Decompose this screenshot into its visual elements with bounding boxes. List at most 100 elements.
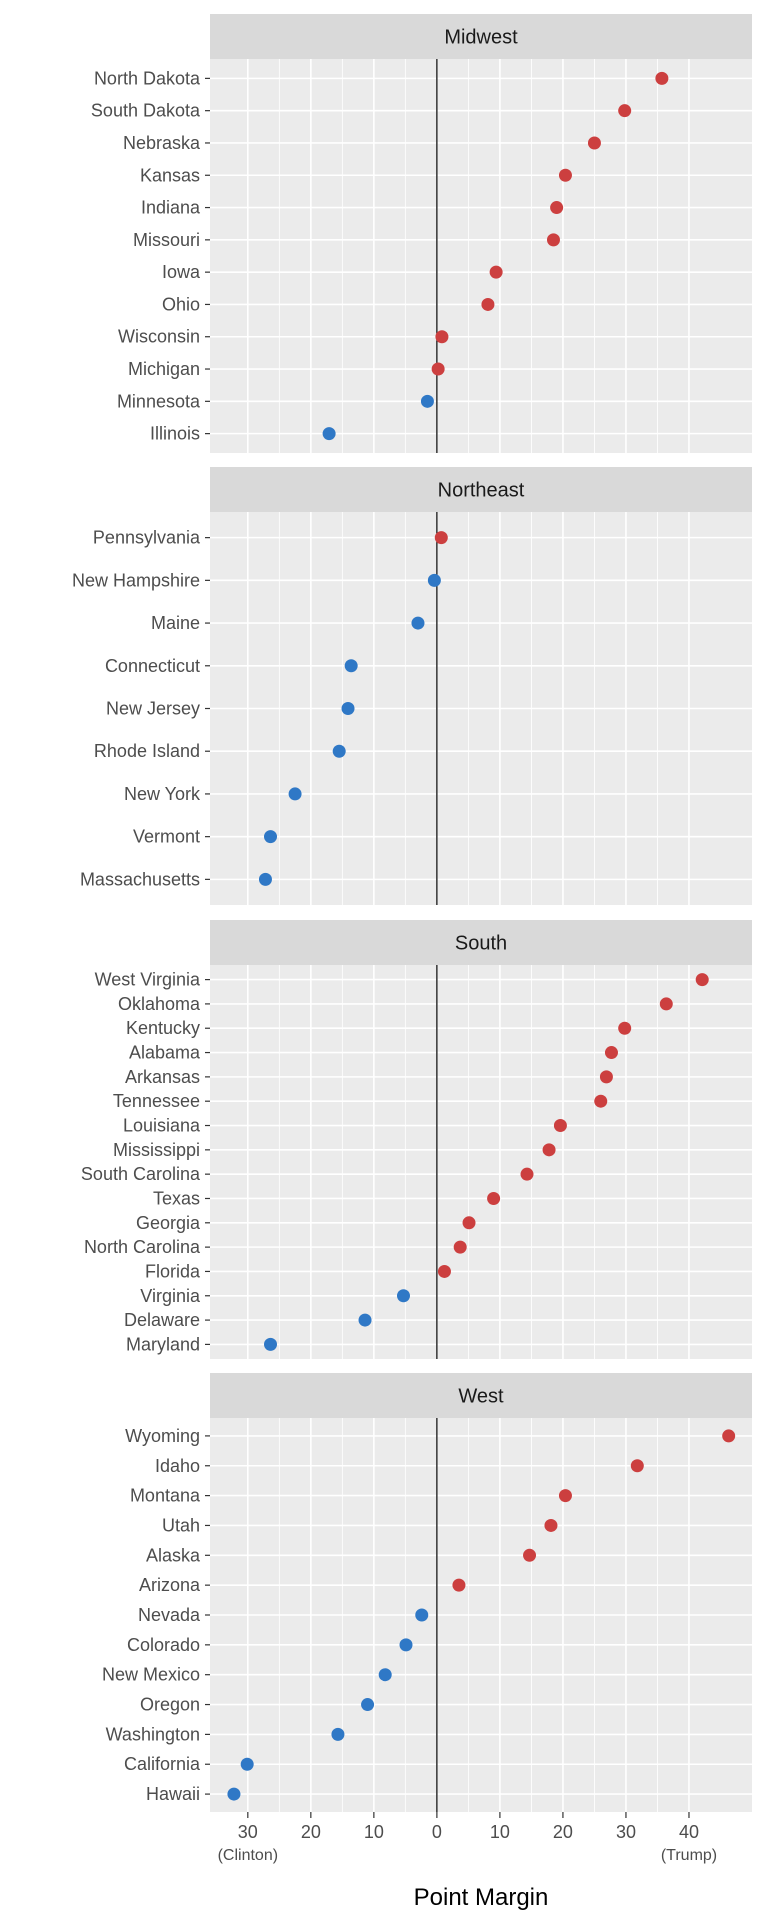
panel-northeast: Northeast Pennsylvania New Hampshire Maine C… [72, 467, 752, 905]
state-label: Arkansas [125, 1067, 200, 1087]
state-label: Virginia [140, 1286, 201, 1306]
facet-strip-label: South [455, 933, 507, 955]
state-label: West Virginia [95, 970, 201, 990]
state-label: Colorado [127, 1635, 200, 1655]
state-label: New York [124, 784, 201, 804]
state-label: Kansas [140, 165, 200, 185]
facet-strip-label: Midwest [444, 27, 518, 49]
state-label: New Hampshire [72, 570, 200, 590]
data-point [550, 201, 564, 215]
state-label: Oregon [140, 1695, 200, 1715]
panel-background [210, 59, 752, 453]
state-label: Nevada [138, 1605, 201, 1625]
data-point [452, 1578, 466, 1592]
data-point [427, 573, 441, 587]
state-label: North Dakota [94, 68, 201, 88]
data-point [344, 659, 358, 673]
data-point [462, 1216, 476, 1230]
state-label: Mississippi [113, 1140, 200, 1160]
x-tick-label: 30 [238, 1822, 258, 1842]
data-point [659, 997, 673, 1011]
x-tick-label: 10 [490, 1822, 510, 1842]
data-point [489, 265, 503, 279]
data-point [378, 1668, 392, 1682]
x-tick-label: 0 [432, 1822, 442, 1842]
state-label: Maine [151, 613, 200, 633]
x-tick-label: 40 [679, 1822, 699, 1842]
data-point [331, 1727, 345, 1741]
x-tick-label: 20 [301, 1822, 321, 1842]
data-point [341, 702, 355, 715]
data-point [481, 297, 495, 311]
data-point [258, 872, 272, 886]
state-label: South Dakota [91, 101, 201, 121]
state-label: Maryland [126, 1334, 200, 1354]
state-label: Vermont [133, 827, 200, 847]
state-label: Alabama [129, 1043, 201, 1063]
facet-strip-label: Northeast [438, 480, 525, 502]
state-label: Delaware [124, 1310, 200, 1330]
data-point [264, 1337, 278, 1351]
state-label: Minnesota [117, 391, 201, 411]
facet-strip [210, 14, 752, 59]
data-point [523, 1548, 537, 1562]
data-point [558, 168, 572, 182]
state-label: New Mexico [102, 1665, 200, 1685]
panel-midwest: Midwest North Dakota South Dakota Nebraska K… [91, 14, 752, 453]
state-label: Indiana [141, 198, 201, 218]
facet-strip-label: West [458, 1386, 504, 1408]
state-label: Georgia [136, 1213, 201, 1233]
facet-strip [210, 1373, 752, 1418]
facet-strip [210, 920, 752, 965]
data-point [587, 136, 601, 150]
data-point [618, 104, 632, 118]
state-label: North Carolina [84, 1237, 201, 1257]
data-point [358, 1313, 372, 1327]
data-point [599, 1070, 613, 1084]
data-point [722, 1429, 736, 1443]
x-side-label: (Trump) [661, 1847, 717, 1864]
data-point [411, 616, 425, 630]
data-point [553, 1119, 567, 1133]
state-label: Massachusetts [80, 869, 200, 889]
state-label: Wyoming [125, 1426, 200, 1446]
state-label: Louisiana [123, 1116, 201, 1136]
state-label: Rhode Island [94, 741, 200, 761]
state-label: Nebraska [123, 133, 201, 153]
state-label: Alaska [146, 1545, 201, 1565]
data-point [594, 1094, 608, 1108]
data-point [399, 1638, 413, 1652]
state-label: Hawaii [146, 1784, 200, 1804]
data-point [431, 362, 445, 376]
data-point [618, 1021, 632, 1035]
state-label: Montana [130, 1486, 201, 1506]
state-label: Iowa [162, 262, 201, 282]
x-axis-title: Point Margin [414, 1884, 549, 1911]
state-label: New Jersey [106, 699, 200, 719]
data-point [520, 1167, 534, 1181]
data-point [434, 531, 448, 545]
state-label: Arizona [139, 1575, 201, 1595]
panel-south: South West Virginia Oklahoma Kentucky Alabam… [81, 920, 752, 1359]
state-label: Connecticut [105, 656, 200, 676]
data-point [435, 330, 449, 344]
data-point [415, 1608, 429, 1622]
x-tick-label: 20 [553, 1822, 573, 1842]
state-label: Ohio [162, 294, 200, 314]
data-point [227, 1787, 241, 1801]
data-point [332, 744, 346, 758]
data-point [695, 973, 709, 987]
state-label: South Carolina [81, 1164, 201, 1184]
data-point [544, 1518, 558, 1532]
state-label: Kentucky [126, 1018, 200, 1038]
state-label: Michigan [128, 359, 200, 379]
state-label: Missouri [133, 230, 200, 250]
data-point [437, 1264, 451, 1278]
data-point [453, 1240, 467, 1254]
state-label: Oklahoma [118, 994, 201, 1014]
data-point [361, 1698, 375, 1712]
state-label: California [124, 1754, 201, 1774]
state-label: Pennsylvania [93, 528, 201, 548]
data-point [264, 830, 278, 844]
